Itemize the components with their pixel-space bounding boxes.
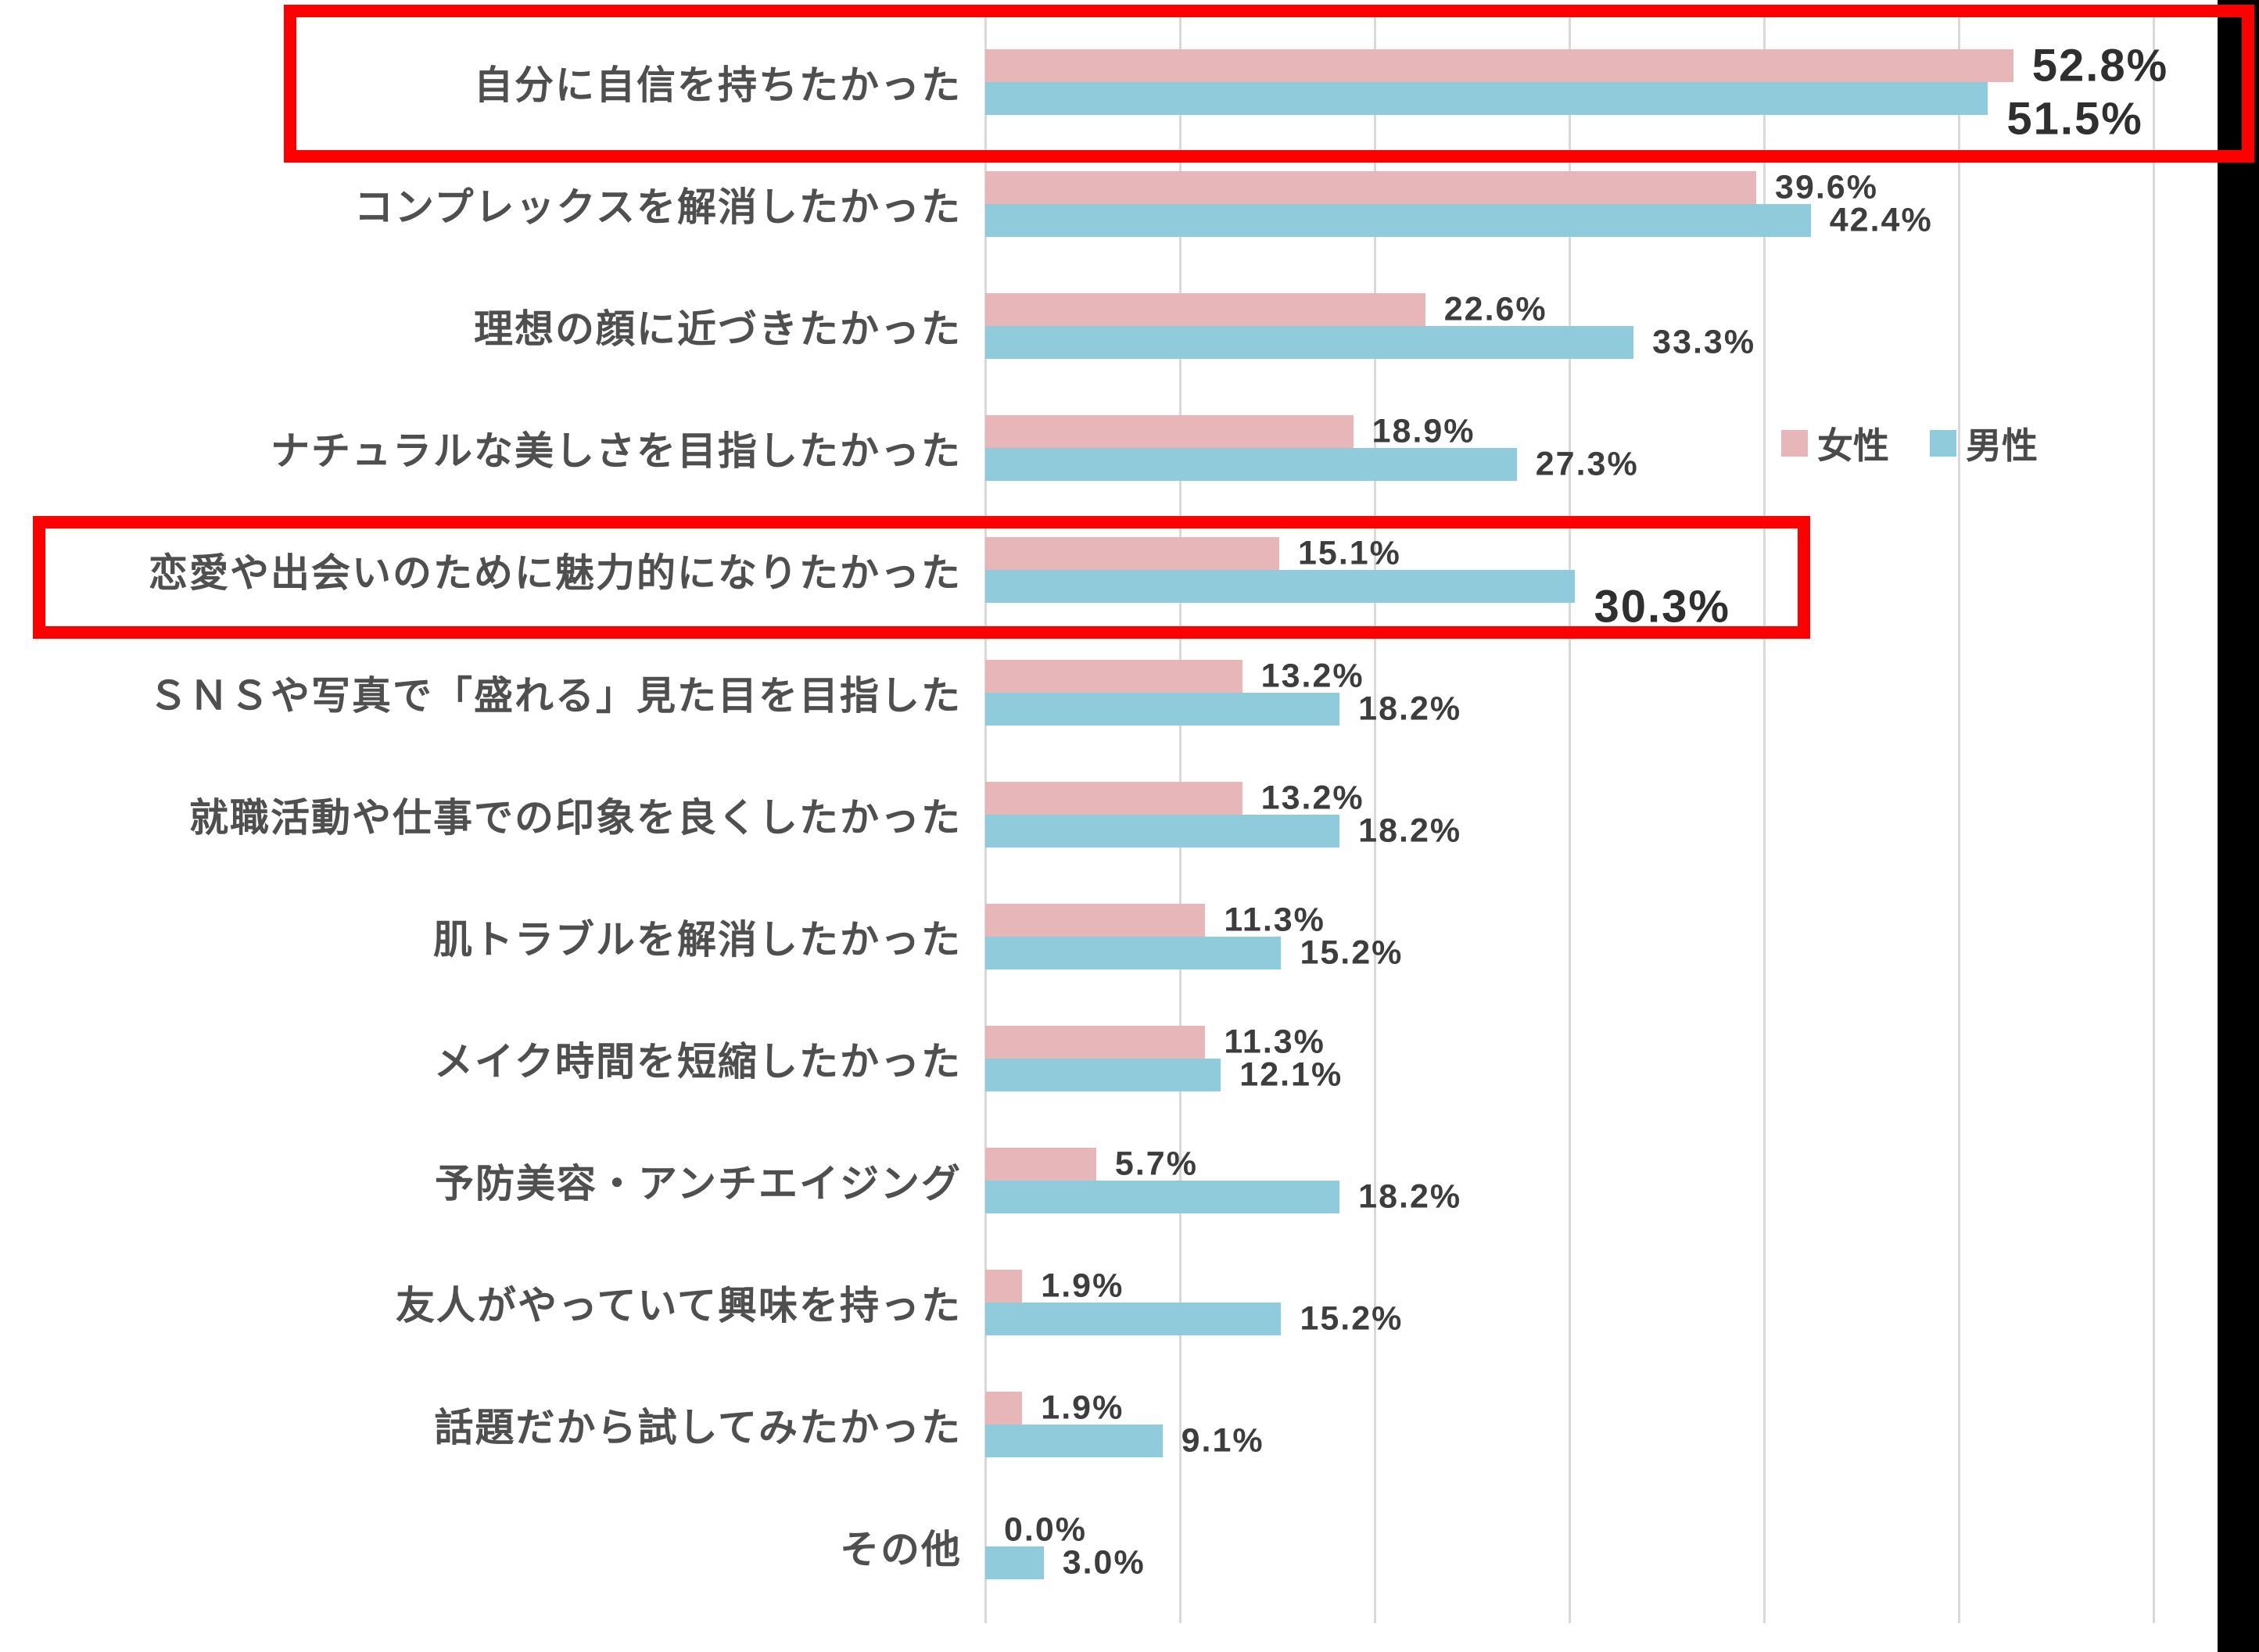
bar-female — [985, 1392, 1023, 1425]
bar-female — [985, 415, 1354, 449]
bar-female — [985, 1270, 1023, 1303]
bar-male — [985, 448, 1517, 482]
category-label: 就職活動や仕事での印象を良くしたかった — [189, 795, 962, 840]
bar-male — [985, 1546, 1044, 1580]
value-label-female: 1.9% — [1041, 1267, 1124, 1305]
value-label-male: 15.2% — [1300, 1299, 1404, 1338]
value-label-male: 33.3% — [1652, 323, 1756, 361]
gridline — [1957, 11, 1960, 1623]
category-label: その他 — [840, 1528, 962, 1572]
value-label-female: 15.1% — [1297, 534, 1401, 572]
bar-male — [985, 814, 1340, 848]
bar-female — [985, 781, 1242, 815]
bar-female — [985, 49, 2013, 82]
category-label: 理想の顔に近づきたかった — [474, 307, 962, 352]
category-label: コンプレックスを解消したかった — [354, 185, 962, 230]
bar-female — [985, 537, 1279, 571]
value-label-female: 11.3% — [1224, 1023, 1325, 1061]
category-label: 話題だから試してみたかった — [434, 1406, 962, 1450]
value-label-female: 0.0% — [1004, 1510, 1088, 1549]
category-label: メイク時間を短縮したかった — [434, 1039, 962, 1084]
bar-male — [985, 1303, 1282, 1335]
value-label-male: 18.2% — [1358, 812, 1462, 850]
value-label-female: 52.8% — [2031, 40, 2169, 91]
highlight-box-row-1 — [284, 5, 2254, 163]
value-label-female: 11.3% — [1224, 901, 1325, 939]
category-label: 恋愛や出会いのために魅力的になりたかった — [149, 551, 962, 596]
category-label: ＳＮＳや写真で「盛れる」見た目を目指した — [149, 673, 962, 718]
value-label-female: 5.7% — [1114, 1145, 1198, 1183]
value-label-male: 12.1% — [1239, 1055, 1343, 1094]
bar-female — [985, 1147, 1096, 1181]
value-label-male: 51.5% — [2006, 93, 2143, 145]
value-label-male: 30.3% — [1594, 581, 1730, 632]
bar-male — [985, 1058, 1221, 1091]
bar-female — [985, 903, 1206, 937]
value-label-male: 42.4% — [1829, 201, 1933, 239]
value-label-female: 39.6% — [1775, 168, 1878, 206]
bar-female — [985, 1025, 1206, 1059]
value-label-female: 1.9% — [1041, 1389, 1124, 1427]
category-label: 予防美容・アンチエイジング — [435, 1161, 962, 1206]
value-label-male: 18.2% — [1358, 690, 1462, 727]
category-label: 肌トラブルを解消したかった — [433, 917, 962, 962]
category-label: 自分に自信を持ちたかった — [474, 63, 962, 107]
category-label: ナチュラルな美しさを目指したかった — [271, 429, 962, 474]
legend-label-male: 男性 — [1966, 425, 2038, 466]
value-label-male: 9.1% — [1181, 1421, 1264, 1460]
value-label-female: 13.2% — [1260, 657, 1364, 694]
bar-female — [985, 171, 1757, 205]
bar-female — [985, 293, 1425, 327]
category-label: 友人がやっていて興味を持った — [396, 1284, 962, 1328]
gridline — [1568, 11, 1571, 1623]
bar-male — [985, 326, 1634, 360]
bar-male — [985, 1180, 1340, 1213]
legend-swatch-male — [1930, 430, 1956, 457]
legend-label-female: 女性 — [1817, 425, 1889, 466]
value-label-male: 18.2% — [1358, 1177, 1462, 1216]
value-label-male: 27.3% — [1535, 445, 1639, 483]
bar-male — [985, 82, 1988, 115]
value-label-male: 15.2% — [1300, 934, 1404, 972]
legend-swatch-female — [1781, 430, 1808, 457]
bar-female — [985, 659, 1242, 693]
bar-male — [985, 936, 1282, 969]
gridline — [1373, 11, 1376, 1623]
value-label-female: 18.9% — [1372, 412, 1476, 450]
highlight-box-row-5 — [33, 516, 1810, 639]
bar-male — [985, 204, 1811, 238]
bar-male — [985, 1424, 1163, 1458]
value-label-female: 22.6% — [1443, 290, 1547, 328]
gridline — [2152, 11, 2155, 1623]
screenshot-black-strip — [2218, 0, 2259, 1652]
gridline — [1762, 11, 1766, 1623]
value-label-female: 13.2% — [1260, 779, 1364, 817]
bar-male — [985, 570, 1576, 604]
value-label-male: 3.0% — [1062, 1543, 1146, 1582]
bar-male — [985, 692, 1340, 726]
